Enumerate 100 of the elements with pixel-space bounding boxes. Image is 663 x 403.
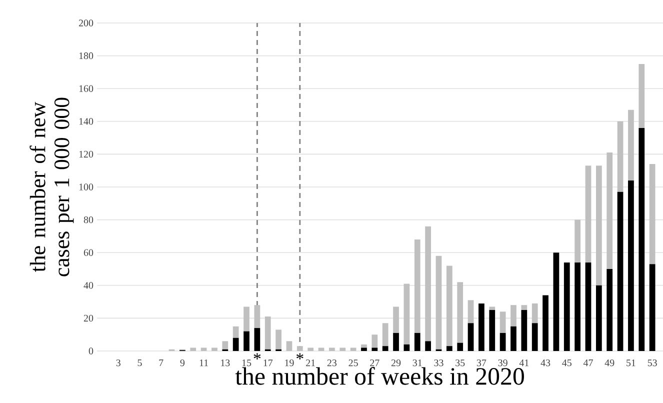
bar [404,344,410,351]
bar [393,306,399,333]
annotation: * [296,353,304,360]
bar [553,252,560,351]
y-tick-label: 60 [84,249,94,256]
x-tick-label: 29 [391,360,401,366]
x-tick-label: 37 [476,360,486,366]
bar [489,306,496,310]
bar [212,348,218,351]
bar [628,110,634,180]
bar [457,282,464,343]
bar [585,262,592,351]
bar [372,348,378,351]
bar [500,332,506,351]
x-tick-label: 47 [583,360,593,366]
x-tick-label: 33 [434,360,444,366]
bar [596,166,602,286]
bar [532,303,538,324]
x-tick-label: 39 [498,360,508,366]
bar [404,284,410,344]
x-tick-label: 7 [159,360,164,366]
bar [318,348,324,351]
bar [276,330,282,350]
bar [414,239,420,333]
x-tick-label: 45 [562,360,572,366]
x-tick-label: 19 [285,360,294,366]
bar [308,348,314,351]
bar [296,346,303,351]
bar [393,332,399,351]
x-tick-label: 21 [306,360,315,366]
bar [500,312,506,333]
bar [254,328,260,351]
x-tick-label: 13 [221,360,230,366]
bar [244,331,250,351]
x-tick-label: 5 [138,360,142,366]
bar [468,300,474,324]
bar [521,310,528,351]
bar [468,323,474,351]
bar [510,326,516,351]
bar [350,348,356,351]
bar [329,348,335,351]
bar [286,341,292,351]
x-tick-label: 15 [242,360,252,366]
bar [232,338,239,351]
bar [596,285,602,351]
bar [617,192,624,351]
x-tick-label: 41 [519,360,529,366]
bar [361,344,367,348]
bar [190,348,196,351]
x-tick-label: 23 [327,360,337,366]
x-tick-label: 3 [116,360,120,366]
bar [457,342,464,351]
bar [382,323,388,346]
y-tick-label: 160 [79,85,94,92]
bar [585,166,592,262]
bar [478,303,484,351]
bar [414,332,420,351]
x-tick-label: 49 [604,360,614,366]
bar [606,152,613,269]
y-tick-label: 180 [79,52,94,60]
bar [489,310,496,351]
x-tick-label: 35 [456,360,465,366]
y-tick-label: 80 [84,216,94,224]
bar [521,305,528,310]
bar [532,323,538,351]
x-tick-label: 9 [180,360,185,366]
x-tick-label: 27 [370,360,380,366]
x-axis-title: the number of weeks in 2020 [235,367,524,385]
bar [425,341,431,351]
y-tick-label: 120 [79,150,94,158]
bar [446,266,452,346]
bar [638,128,645,351]
bar [372,334,378,348]
bar [510,305,516,326]
bar [649,164,656,264]
bar [436,256,442,350]
bar [574,262,581,351]
x-tick-label: 17 [264,360,273,366]
y-tick-label: 100 [79,184,94,190]
bar [542,295,548,351]
bar [617,121,624,192]
y-tick-label: 0 [88,348,94,354]
bar [649,264,656,351]
y-tick-label: 140 [79,118,94,125]
bar [340,348,346,351]
annotation: * [254,353,261,360]
bar [222,341,228,350]
x-tick-label: 53 [648,360,657,366]
x-tick-label: 31 [412,360,422,366]
x-tick-label: 51 [626,360,636,366]
y-tick-label: 40 [84,282,94,289]
bar [574,220,581,262]
bar [200,348,207,351]
x-tick-label: 25 [348,360,358,366]
x-tick-label: 43 [540,360,550,366]
bar [446,346,452,351]
bar [638,64,645,128]
bar [244,306,250,332]
bar [425,226,431,342]
bar [361,348,367,351]
